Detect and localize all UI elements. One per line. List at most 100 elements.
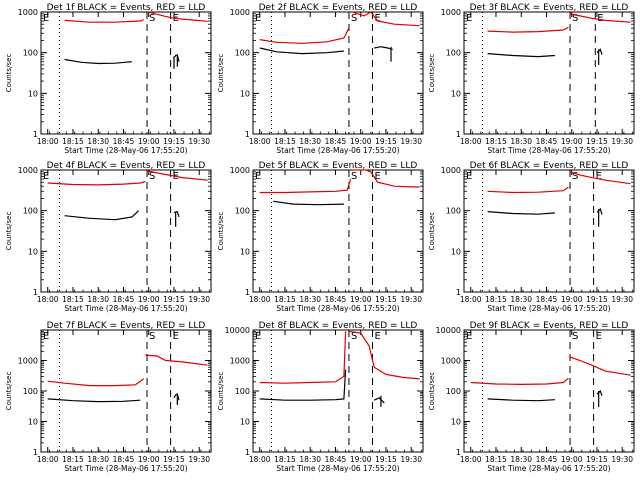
panel-title: Det 9f BLACK = Events, RED = LLD — [470, 321, 629, 331]
lld-series-line — [470, 377, 569, 386]
lld-series-line — [64, 19, 144, 23]
panel-title: Det 2f BLACK = Events, RED = LLD — [259, 3, 418, 13]
lld-series-line — [47, 180, 146, 186]
y-tick-label: 10 — [28, 418, 38, 427]
x-tick-label: 18:30 — [299, 137, 321, 146]
events-series-line — [596, 207, 603, 215]
y-tick-label: 10 — [240, 418, 250, 427]
lld-series-line — [352, 169, 420, 188]
events-series-line — [173, 393, 180, 401]
y-axis-label: Counts/sec — [217, 372, 225, 411]
detector-panel-9: Det 9f BLACK = Events, RED = LLD Counts/s… — [428, 321, 635, 473]
x-axis-label: Start Time (28-May-06 17:55:20) — [487, 304, 610, 313]
panel-title: Det 8f BLACK = Events, RED = LLD — [259, 321, 418, 331]
detector-panel-4: Det 4f BLACK = Events, RED = LLD Counts/s… — [5, 161, 212, 313]
x-tick-label: 18:30 — [510, 455, 532, 464]
events-series-line — [273, 200, 344, 206]
lld-series-line — [348, 330, 420, 380]
detector-panel-7: Det 7f BLACK = Events, RED = LLD Counts/s… — [5, 321, 212, 473]
y-tick-label: 1000 — [230, 166, 250, 175]
x-tick-label: 19:00 — [350, 295, 372, 304]
lld-series-line — [146, 170, 208, 181]
y-axis-label: Counts/sec — [217, 54, 225, 93]
y-tick-label: 10 — [451, 247, 461, 256]
marker-label: E — [597, 13, 603, 24]
x-tick-label: 19:30 — [400, 455, 422, 464]
y-tick-label: 1000 — [18, 166, 38, 175]
x-tick-label: 18:15 — [485, 137, 507, 146]
y-tick-label: 100 — [23, 387, 38, 396]
lld-series-line — [487, 26, 569, 33]
x-tick-label: 18:30 — [87, 455, 109, 464]
y-tick-label: 100 — [235, 49, 250, 58]
x-axis-label: Start Time (28-May-06 17:55:20) — [487, 146, 610, 155]
x-tick-label: 19:15 — [163, 137, 185, 146]
plot-frame — [252, 169, 424, 293]
x-axis-label: Start Time (28-May-06 17:55:20) — [276, 304, 399, 313]
lld-series-line — [259, 27, 350, 44]
x-tick-label: 18:00 — [249, 295, 271, 304]
events-series-line — [173, 210, 180, 218]
marker-label: E — [375, 171, 381, 182]
marker-label: S — [351, 171, 357, 182]
x-axis-label: Start Time (28-May-06 17:55:20) — [64, 146, 187, 155]
x-tick-label: 18:45 — [536, 137, 558, 146]
x-tick-label: 18:15 — [62, 455, 84, 464]
x-tick-label: 19:30 — [611, 295, 633, 304]
y-tick-label: 10 — [451, 418, 461, 427]
marker-label: E — [43, 13, 49, 24]
detector-panel-8: Det 8f BLACK = Events, RED = LLD Counts/s… — [217, 321, 424, 473]
y-tick-label: 1 — [456, 288, 461, 297]
events-series-line — [487, 398, 555, 402]
x-tick-label: 18:45 — [113, 137, 135, 146]
x-tick-label: 18:30 — [299, 455, 321, 464]
marker-label: E — [255, 331, 261, 342]
marker-label: E — [43, 331, 49, 342]
x-tick-label: 18:30 — [510, 137, 532, 146]
marker-label: E — [173, 331, 179, 342]
panel-title: Det 3f BLACK = Events, RED = LLD — [470, 3, 629, 13]
marker-label: E — [596, 171, 602, 182]
x-tick-label: 19:00 — [138, 455, 160, 464]
y-tick-label: 1000 — [18, 357, 38, 366]
x-tick-label: 19:00 — [138, 295, 160, 304]
y-tick-label: 100 — [446, 207, 461, 216]
x-tick-label: 18:15 — [62, 295, 84, 304]
x-tick-label: 19:00 — [350, 137, 372, 146]
x-tick-label: 19:30 — [400, 137, 422, 146]
events-series-line — [373, 397, 385, 404]
panel-title: Det 5f BLACK = Events, RED = LLD — [259, 161, 418, 171]
detector-panel-1: Det 1f BLACK = Events, RED = LLD Counts/s… — [5, 3, 212, 155]
x-tick-label: 19:30 — [188, 455, 210, 464]
marker-label: E — [596, 331, 602, 342]
plot-frame — [463, 11, 635, 135]
y-tick-label: 100 — [235, 387, 250, 396]
y-axis-label: Counts/sec — [5, 372, 13, 411]
lld-series-line — [47, 378, 145, 387]
x-tick-label: 19:00 — [561, 137, 583, 146]
x-tick-label: 19:00 — [350, 455, 372, 464]
y-tick-label: 1 — [456, 130, 461, 139]
x-tick-label: 18:15 — [274, 137, 296, 146]
plot-frame — [40, 11, 212, 135]
x-tick-label: 19:15 — [163, 455, 185, 464]
y-tick-label: 1 — [33, 288, 38, 297]
events-series-line — [596, 48, 603, 55]
y-tick-label: 10 — [451, 89, 461, 98]
panel-title: Det 6f BLACK = Events, RED = LLD — [470, 161, 629, 171]
y-tick-label: 10 — [240, 89, 250, 98]
plot-frame — [252, 329, 424, 453]
x-tick-label: 19:15 — [586, 137, 608, 146]
events-series-line — [374, 46, 393, 50]
x-tick-label: 19:15 — [163, 295, 185, 304]
y-axis-label: Counts/sec — [428, 54, 436, 93]
x-tick-label: 18:15 — [274, 295, 296, 304]
y-tick-label: 10 — [28, 89, 38, 98]
x-tick-label: 18:00 — [460, 455, 482, 464]
marker-label: S — [351, 13, 357, 24]
x-tick-label: 18:45 — [325, 295, 347, 304]
detector-panel-3: Det 3f BLACK = Events, RED = LLD Counts/s… — [428, 3, 635, 155]
x-tick-label: 18:00 — [37, 455, 59, 464]
marker-label: E — [375, 331, 381, 342]
